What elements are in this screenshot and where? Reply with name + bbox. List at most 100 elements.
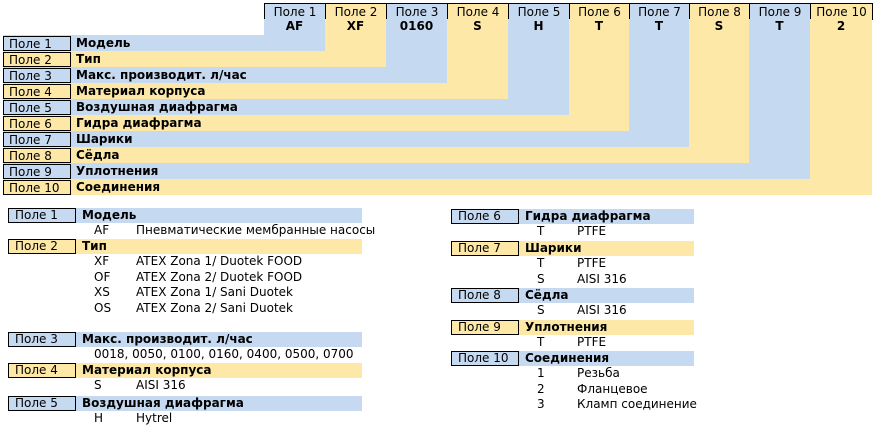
option-code: H	[94, 411, 104, 425]
field-row-band	[3, 147, 689, 163]
field-row-label: Поле 1	[3, 36, 71, 51]
field-row-band	[3, 51, 325, 67]
header-field-cell: Поле 1	[264, 3, 326, 20]
header-field-cell: Поле 9	[749, 3, 811, 20]
field-row-label: Поле 6	[3, 116, 71, 131]
option-code: S	[537, 271, 545, 286]
option-text: PTFE	[577, 224, 607, 238]
legend-field-label: Поле 2	[8, 239, 76, 254]
option-code: 2	[537, 381, 545, 396]
code-value: T	[654, 19, 664, 33]
header-field-cell: Поле 7	[629, 3, 690, 20]
code-value: T	[594, 19, 604, 33]
code-value: 0160	[399, 19, 434, 33]
field-row-label: Поле 5	[3, 100, 71, 115]
option-text: 0018, 0050, 0100, 0160, 0400, 0500, 0700	[94, 347, 354, 361]
option-text: PTFE	[577, 335, 607, 349]
field-row-name: Гидра диафрагма	[76, 116, 202, 130]
legend-field-title: Материал корпуса	[82, 363, 212, 377]
option-code: T	[537, 256, 545, 270]
field-row-name: Тип	[76, 52, 101, 66]
header-field-cell: Поле 5	[508, 3, 570, 20]
field-row-band	[3, 83, 447, 99]
field-row-label: Поле 3	[3, 68, 71, 83]
option-code: 3	[537, 397, 545, 411]
legend-field-label: Поле 1	[8, 208, 76, 223]
header-field-cell: Поле 4	[447, 3, 509, 20]
legend-title-band	[8, 396, 362, 411]
legend-field-title: Уплотнения	[525, 320, 608, 334]
field-column-band	[629, 19, 689, 147]
legend-field-title: Модель	[82, 208, 137, 222]
legend-field-title: Тип	[82, 239, 107, 253]
field-column-band	[447, 19, 508, 99]
option-code: OF	[94, 269, 111, 284]
legend-field-title: Шарики	[525, 241, 582, 255]
field-row-label: Поле 7	[3, 132, 71, 147]
legend-field-label: Поле 6	[451, 209, 519, 224]
option-text: AISI 316	[577, 303, 627, 317]
header-field-cell: Поле 2	[325, 3, 387, 20]
option-text: ATEX Zona 1/ Duotek FOOD	[136, 254, 303, 268]
header-field-cell: Поле 3	[386, 3, 448, 20]
field-row-band	[3, 67, 386, 83]
field-row-label: Поле 2	[3, 52, 71, 67]
code-value: S	[714, 19, 724, 33]
field-column-band	[508, 19, 569, 115]
code-value: AF	[285, 19, 304, 33]
field-row-name: Материал корпуса	[76, 84, 206, 98]
field-column-band	[689, 19, 749, 163]
option-text: AISI 316	[136, 378, 186, 392]
option-code: AF	[94, 223, 110, 237]
field-column-band	[810, 19, 872, 195]
option-text: Фланцевое	[577, 381, 648, 396]
field-row-label: Поле 9	[3, 164, 71, 179]
legend-field-title: Воздушная диафрагма	[82, 396, 244, 410]
field-column-band	[749, 19, 810, 179]
option-text: Hytrel	[136, 411, 173, 425]
option-text: Резьба	[577, 366, 620, 380]
option-code: XF	[94, 254, 110, 268]
option-code: XS	[94, 285, 110, 299]
header-field-cell: Поле 6	[569, 3, 630, 20]
legend-field-title: Гидра диафрагма	[525, 209, 651, 223]
field-row-band	[3, 115, 569, 131]
legend-field-label: Поле 8	[451, 288, 519, 303]
field-column-band	[264, 19, 325, 51]
code-value: T	[775, 19, 784, 33]
field-row-name: Уплотнения	[76, 164, 159, 178]
field-row-label: Поле 8	[3, 148, 71, 163]
field-row-label: Поле 10	[3, 180, 71, 195]
legend-field-label: Поле 9	[451, 320, 519, 335]
option-code: S	[94, 378, 102, 392]
code-value: XF	[346, 19, 365, 33]
field-column-band	[386, 19, 447, 83]
field-row-band	[3, 179, 866, 195]
header-field-cell: Поле 10	[810, 3, 873, 20]
option-code: OS	[94, 300, 112, 315]
field-row-name: Шарики	[76, 132, 133, 146]
option-text: AISI 316	[577, 271, 627, 286]
option-text: Кламп соединение	[577, 397, 697, 411]
field-row-label: Поле 4	[3, 84, 71, 99]
field-row-name: Сёдла	[76, 148, 120, 162]
code-value: S	[473, 19, 482, 33]
option-code: T	[537, 224, 545, 238]
legend-field-title: Макс. производит. л/час	[82, 332, 253, 346]
legend-title-band	[8, 239, 362, 254]
option-text: PTFE	[577, 256, 607, 270]
field-row-name: Модель	[76, 36, 131, 50]
field-column-band	[569, 19, 629, 131]
code-value: 2	[836, 19, 846, 33]
field-row-band	[3, 99, 508, 115]
legend-field-label: Поле 3	[8, 332, 76, 347]
legend-title-band	[8, 332, 362, 347]
legend-field-label: Поле 7	[451, 241, 519, 256]
code-value: H	[533, 19, 544, 33]
legend-field-label: Поле 10	[451, 351, 519, 366]
option-text: Пневматические мембранные насосы	[136, 223, 376, 237]
legend-field-title: Соединения	[525, 351, 610, 365]
field-column-band	[325, 19, 386, 67]
field-row-name: Воздушная диафрагма	[76, 100, 238, 114]
legend-title-band	[8, 363, 362, 378]
